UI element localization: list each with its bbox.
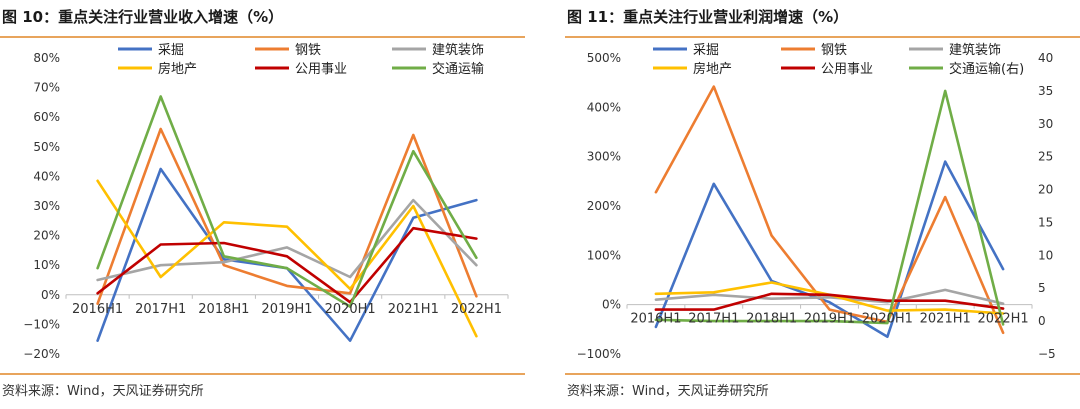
- y2-tick-label: 40: [1038, 51, 1053, 65]
- y-tick-label: 400%: [587, 100, 621, 114]
- y2-tick-label: 10: [1038, 248, 1053, 262]
- chart-title: 图 11：重点关注行业营业利润增速（%）: [567, 8, 849, 26]
- revenue-growth-line-chart: −20% −10% 0% 10% 20% 30% 40% 50% 60% 70% 80% 采掘 钢铁 建筑…: [23, 42, 509, 361]
- x-tick-label: 2022H1: [978, 312, 1029, 327]
- line-series-2: [654, 85, 1005, 335]
- y2-tick-label: 15: [1038, 215, 1053, 229]
- legend-label-series-3: 建筑装饰: [432, 42, 484, 58]
- x-tick-label: 2017H1: [135, 302, 186, 317]
- line-series-5: [96, 226, 478, 304]
- y-tick-label: 100%: [587, 248, 621, 262]
- line-series-1: [654, 160, 1005, 339]
- y2-tick-label: 5: [1038, 281, 1046, 295]
- y-tick-label: 30%: [33, 199, 60, 213]
- source-divider: [0, 373, 525, 375]
- profit-growth-panel: 图 11：重点关注行业营业利润增速（%） −100% 0% 100% 200% 300%…: [565, 0, 1080, 409]
- revenue-growth-panel: 图 10：重点关注行业营业收入增速（%） −20% −10% 0% 10% 20% 30%…: [0, 0, 525, 409]
- y-tick-label: 80%: [33, 51, 60, 65]
- x-tick-label: 2020H1: [325, 302, 376, 317]
- x-tick-label: 2016H1: [630, 312, 681, 327]
- source-note: 资料来源：Wind，天风证券研究所: [567, 384, 769, 399]
- y-tick-label: 300%: [587, 150, 621, 164]
- y-tick-label: −10%: [23, 317, 60, 331]
- source-note: 资料来源：Wind，天风证券研究所: [2, 384, 204, 399]
- y2-tick-label: 0: [1038, 314, 1046, 328]
- y-tick-label: 40%: [33, 169, 60, 183]
- line-series-3: [654, 288, 1005, 306]
- line-series-2: [96, 127, 478, 306]
- source-divider: [565, 373, 1080, 375]
- x-tick-label: 2021H1: [388, 302, 439, 317]
- legend-label-series-6: 交通运输(右): [949, 61, 1024, 77]
- legend-label-series-6: 交通运输: [432, 61, 484, 77]
- y-tick-label: 50%: [33, 140, 60, 154]
- line-series-5: [654, 292, 1005, 311]
- y2-tick-label: −5: [1038, 347, 1056, 361]
- line-series-3: [96, 198, 478, 282]
- y-tick-label: 200%: [587, 199, 621, 213]
- x-tick-label: 2016H1: [72, 302, 123, 317]
- x-tick-label: 2019H1: [804, 312, 855, 327]
- legend-label-series-4: 房地产: [158, 61, 197, 77]
- line-series-6: [654, 89, 1005, 326]
- y-tick-label: 500%: [587, 51, 621, 65]
- y-tick-label: 0%: [602, 298, 621, 312]
- y2-tick-label: 20: [1038, 183, 1053, 197]
- legend-label-series-5: 公用事业: [295, 62, 347, 77]
- y-tick-label: 20%: [33, 229, 60, 243]
- x-tick-label: 2018H1: [746, 312, 797, 327]
- legend-label-series-4: 房地产: [693, 61, 732, 77]
- title-divider: [565, 36, 1080, 38]
- profit-growth-line-chart: −100% 0% 100% 200% 300% 400% 500% −5 0 5 10 15 20 25 3…: [577, 42, 1056, 361]
- y-tick-label: −20%: [23, 347, 60, 361]
- legend-label-series-3: 建筑装饰: [949, 42, 1001, 58]
- x-tick-label: 2022H1: [451, 302, 502, 317]
- y2-tick-label: 25: [1038, 150, 1053, 164]
- legend-label-series-5: 公用事业: [821, 62, 873, 77]
- y-tick-label: 60%: [33, 110, 60, 124]
- y2-tick-label: 30: [1038, 117, 1053, 131]
- y2-tick-label: 35: [1038, 84, 1053, 98]
- x-tick-label: 2018H1: [198, 302, 249, 317]
- title-divider: [0, 36, 525, 38]
- y-tick-label: 0%: [41, 288, 60, 302]
- legend-label-series-2: 钢铁: [821, 43, 847, 58]
- line-series-6: [96, 95, 478, 308]
- legend-label-series-1: 采掘: [158, 43, 184, 58]
- legend-label-series-2: 钢铁: [295, 43, 321, 58]
- y-tick-label: 10%: [33, 258, 60, 272]
- y-tick-label: 70%: [33, 81, 60, 95]
- x-tick-label: 2019H1: [261, 302, 312, 317]
- x-tick-label: 2021H1: [920, 312, 971, 327]
- line-series-4: [96, 179, 478, 338]
- chart-title: 图 10：重点关注行业营业收入增速（%）: [2, 8, 284, 26]
- y-tick-label: −100%: [577, 347, 621, 361]
- legend-label-series-1: 采掘: [693, 43, 719, 58]
- x-tick-label: 2020H1: [862, 312, 913, 327]
- x-tick-label: 2017H1: [688, 312, 739, 327]
